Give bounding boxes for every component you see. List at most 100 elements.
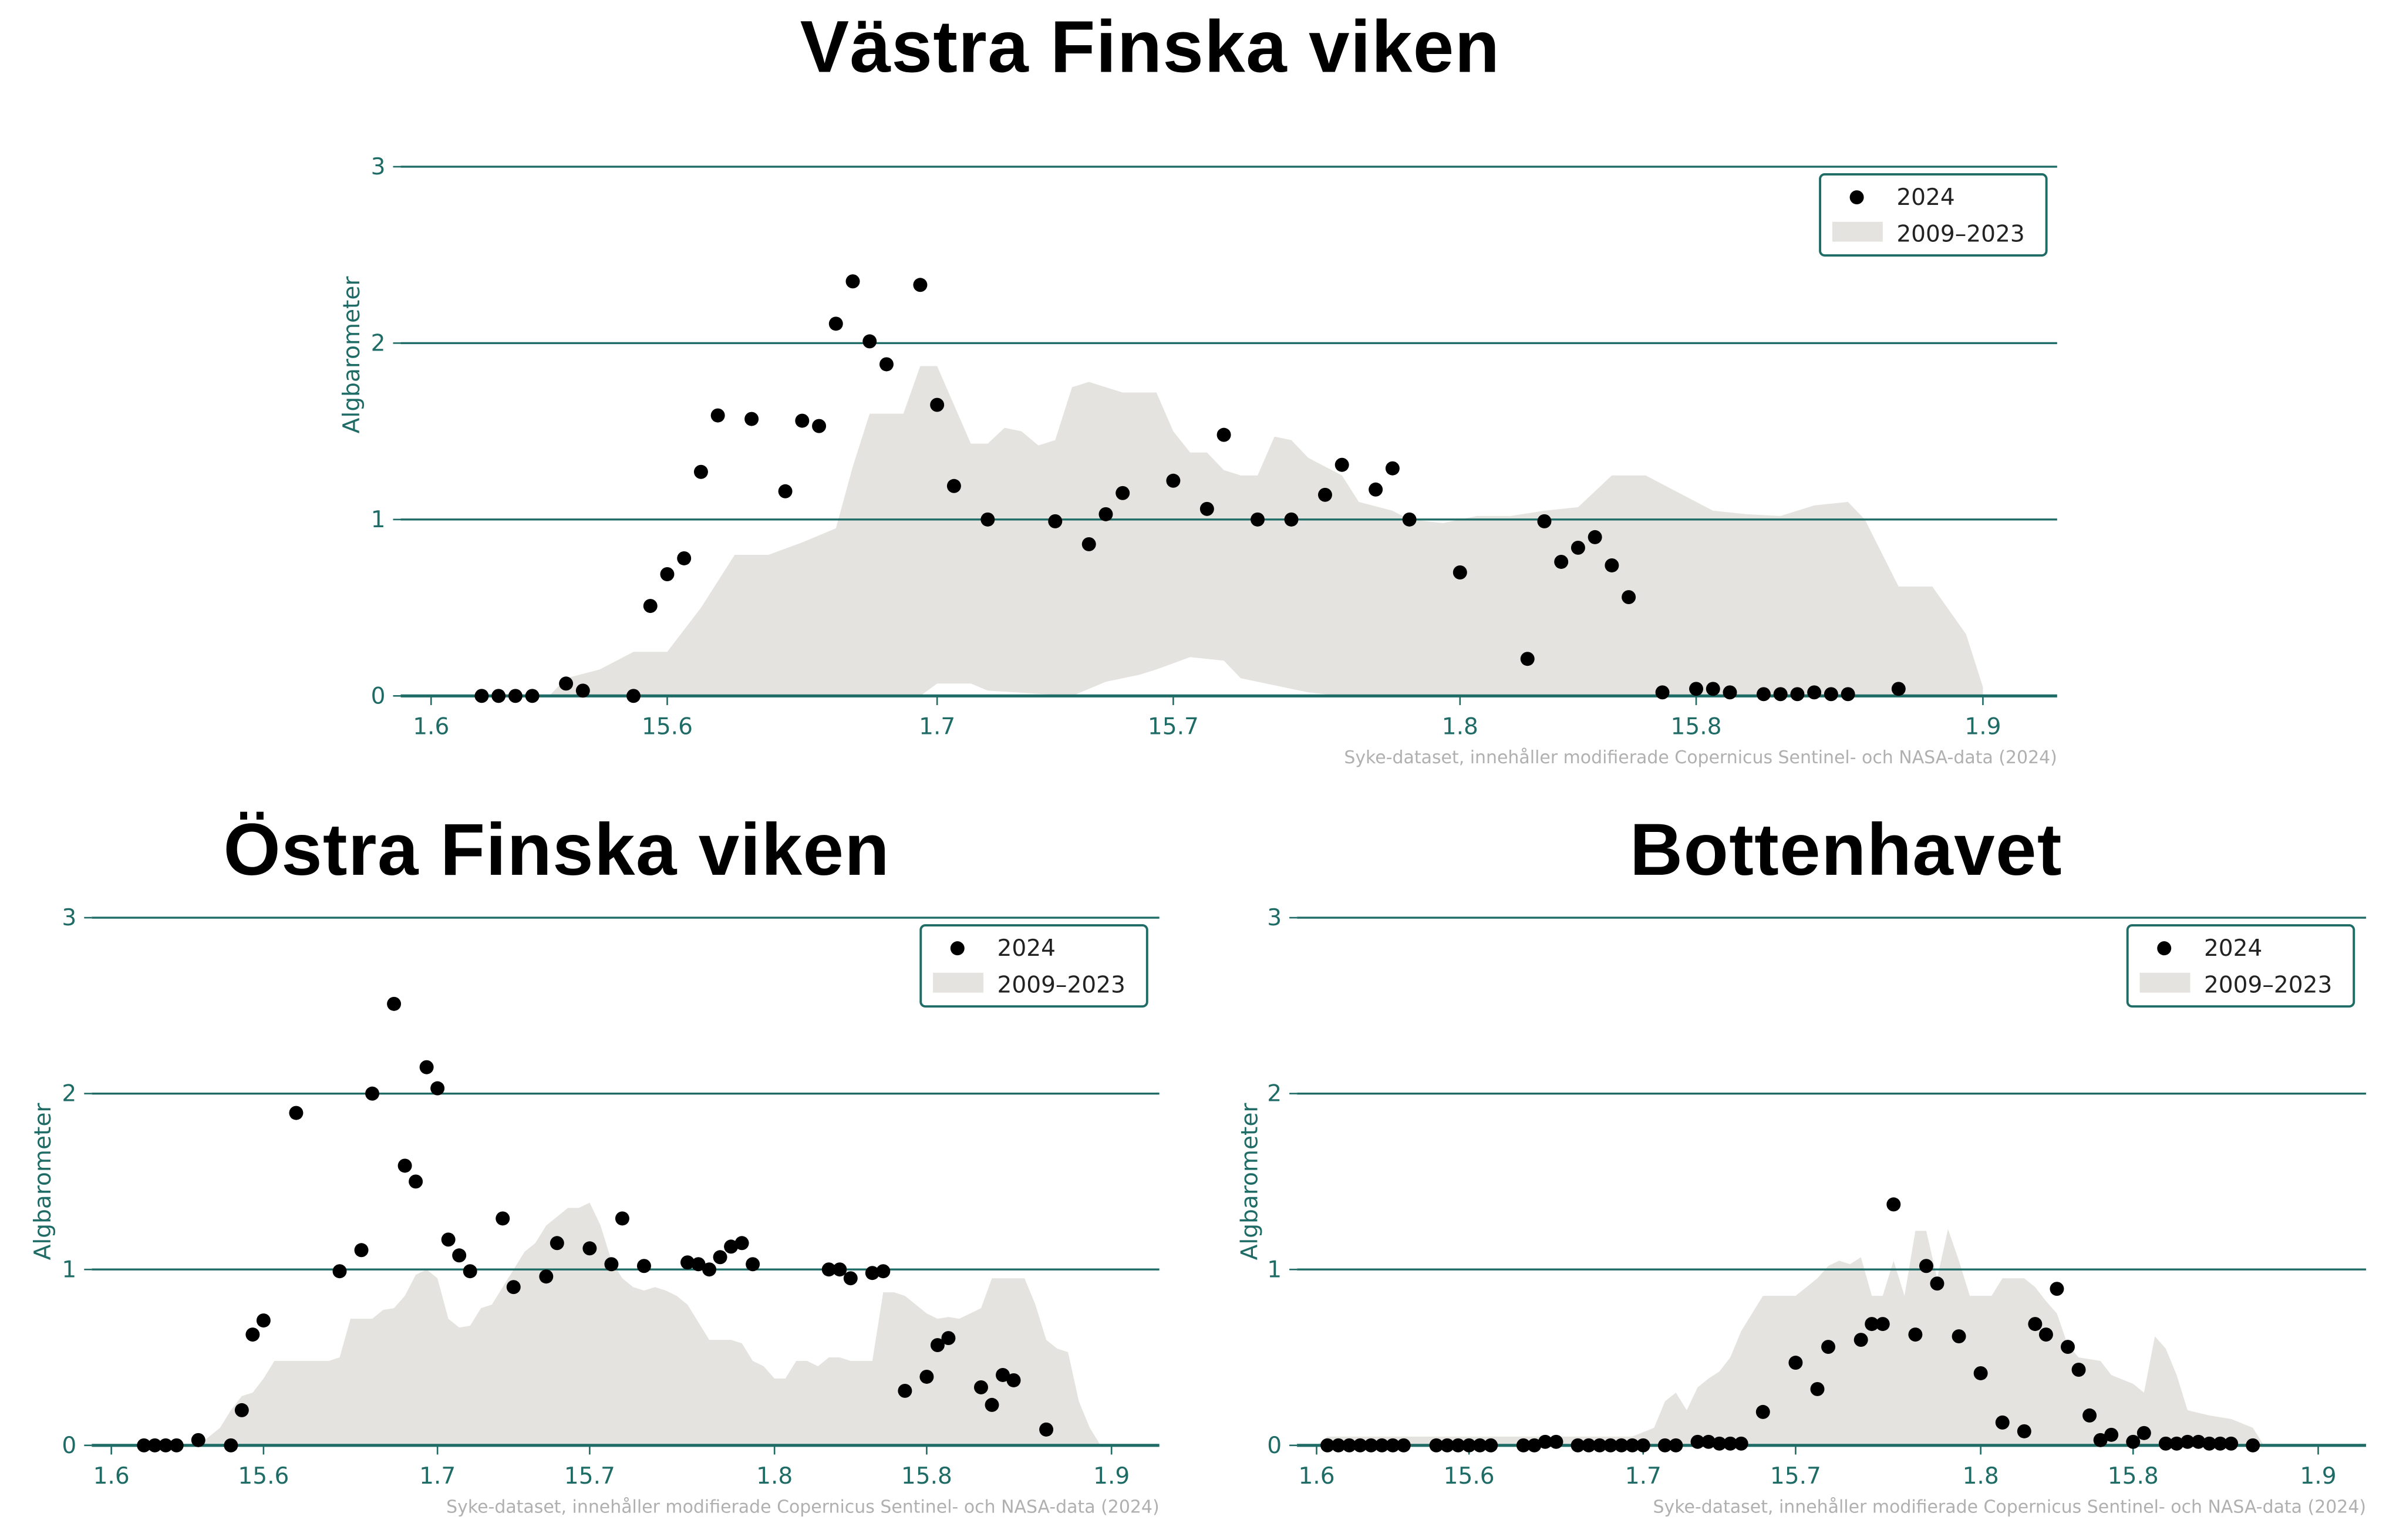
data-point-2024 <box>919 1369 934 1384</box>
data-point-2024 <box>636 1259 651 1273</box>
data-point-2024 <box>1199 501 1214 516</box>
data-point-2024 <box>1655 685 1670 700</box>
legend: 2024 2009–2023 <box>1819 173 2048 257</box>
y-axis-label: Algbarometer <box>339 276 365 434</box>
data-point-2024 <box>137 1438 151 1453</box>
data-point-2024 <box>1527 1438 1542 1453</box>
data-point-2024 <box>913 278 928 292</box>
data-point-2024 <box>1396 1438 1411 1453</box>
data-point-2024 <box>1756 687 1771 702</box>
data-point-2024 <box>2169 1436 2184 1451</box>
x-tick-label: 1.7 <box>419 1463 456 1490</box>
data-point-2024 <box>2038 1327 2053 1342</box>
data-point-2024 <box>1657 1438 1672 1453</box>
data-point-2024 <box>491 689 506 703</box>
data-point-2024 <box>2104 1427 2119 1442</box>
data-point-2024 <box>1973 1366 1988 1380</box>
data-point-2024 <box>496 1211 510 1226</box>
data-point-2024 <box>1116 486 1130 500</box>
x-tick-label: 1.7 <box>919 713 955 740</box>
data-point-2024 <box>734 1236 749 1251</box>
data-point-2024 <box>1952 1329 1966 1344</box>
data-point-2024 <box>1520 652 1535 666</box>
data-point-2024 <box>1841 687 1855 702</box>
y-tick-label: 0 <box>371 683 386 709</box>
data-point-2024 <box>1689 682 1704 696</box>
data-point-2024 <box>2071 1363 2086 1377</box>
data-point-2024 <box>289 1106 304 1120</box>
data-point-2024 <box>1625 1438 1640 1453</box>
data-point-2024 <box>419 1060 434 1074</box>
band-2009-2023 <box>431 366 1983 696</box>
x-tick-label: 1.9 <box>2300 1463 2336 1490</box>
data-point-2024 <box>713 1250 727 1265</box>
y-tick-label: 1 <box>371 507 386 533</box>
data-point-2024 <box>559 676 574 691</box>
data-point-2024 <box>778 484 793 498</box>
y-tick-label: 2 <box>62 1081 76 1107</box>
data-point-2024 <box>1364 1438 1379 1453</box>
data-point-2024 <box>234 1403 249 1417</box>
data-point-2024 <box>191 1433 205 1447</box>
data-point-2024 <box>1734 1436 1748 1451</box>
legend-label-band: 2009–2023 <box>1896 221 2024 248</box>
data-point-2024 <box>1453 565 1467 579</box>
data-point-2024 <box>1603 1438 1618 1453</box>
data-point-2024 <box>941 1331 956 1346</box>
data-point-2024 <box>660 567 675 581</box>
data-point-2024 <box>2191 1434 2206 1449</box>
x-tick-label: 15.6 <box>238 1463 289 1490</box>
data-point-2024 <box>626 689 641 703</box>
chart-title-bottenhavet: Bottenhavet <box>1629 810 2063 892</box>
data-point-2024 <box>1810 1381 1825 1396</box>
legend-label-2024: 2024 <box>997 935 1056 962</box>
data-point-2024 <box>1853 1333 1868 1347</box>
data-point-2024 <box>508 689 523 703</box>
data-point-2024 <box>1908 1327 1923 1342</box>
data-point-2024 <box>2017 1424 2031 1438</box>
data-point-2024 <box>1571 1438 1585 1453</box>
legend-marker-2024 <box>950 941 965 956</box>
data-point-2024 <box>1622 590 1636 605</box>
data-point-2024 <box>1429 1438 1444 1453</box>
data-point-2024 <box>1571 540 1585 555</box>
x-tick-label: 15.7 <box>1770 1463 1821 1490</box>
source-note: Syke-dataset, innehåller modifierade Cop… <box>446 1497 1160 1517</box>
data-point-2024 <box>898 1383 912 1398</box>
data-point-2024 <box>2082 1408 2097 1423</box>
data-point-2024 <box>1166 473 1181 488</box>
data-point-2024 <box>506 1280 521 1295</box>
y-tick-label: 1 <box>62 1256 76 1283</box>
data-point-2024 <box>691 1257 706 1272</box>
data-point-2024 <box>1706 682 1720 696</box>
x-tick-label: 15.7 <box>1148 713 1199 740</box>
data-point-2024 <box>693 464 708 479</box>
data-point-2024 <box>1669 1438 1683 1453</box>
chart-2: 0 1 2 3 1.6 15.6 1.7 15.7 1.8 15.8 1.9 Algbarometer… <box>1236 905 2366 1517</box>
data-point-2024 <box>1537 514 1552 528</box>
data-point-2024 <box>582 1241 597 1256</box>
data-point-2024 <box>2180 1434 2195 1449</box>
legend-swatch-band <box>933 972 984 993</box>
data-point-2024 <box>2136 1426 2151 1440</box>
data-point-2024 <box>1636 1438 1650 1453</box>
data-point-2024 <box>463 1264 477 1279</box>
data-point-2024 <box>1081 537 1096 551</box>
data-point-2024 <box>1588 530 1602 544</box>
data-point-2024 <box>1320 1438 1335 1453</box>
data-point-2024 <box>1592 1438 1607 1453</box>
data-point-2024 <box>245 1327 260 1342</box>
data-point-2024 <box>1755 1404 1770 1419</box>
x-tick-label: 15.8 <box>901 1463 952 1490</box>
x-tick-label: 1.6 <box>413 713 449 740</box>
data-point-2024 <box>1334 457 1349 472</box>
data-point-2024 <box>474 689 489 703</box>
x-tick-label: 1.8 <box>1442 713 1478 740</box>
data-point-2024 <box>985 1397 999 1412</box>
data-point-2024 <box>1875 1317 1890 1332</box>
data-point-2024 <box>1788 1356 1803 1370</box>
data-point-2024 <box>2213 1436 2227 1451</box>
data-point-2024 <box>1723 1436 1738 1451</box>
source-note: Syke-dataset, innehåller modifierade Cop… <box>1344 747 2057 768</box>
